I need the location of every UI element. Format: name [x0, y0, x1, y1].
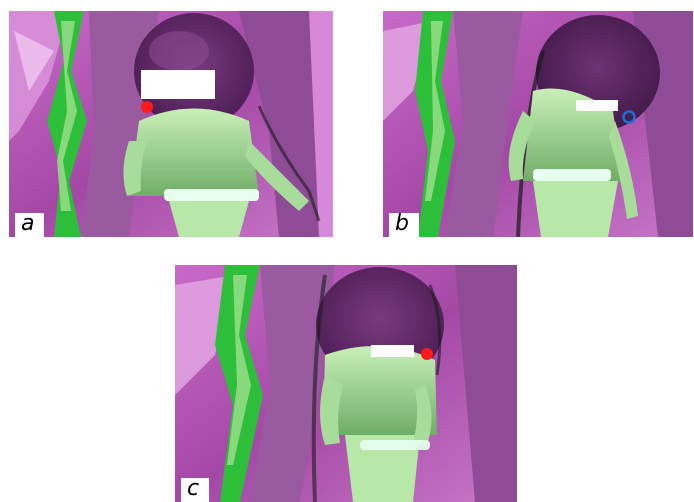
- infant-photo-a: [9, 11, 333, 237]
- panel-label-c: c: [181, 478, 210, 502]
- redaction-box-c: [371, 345, 414, 357]
- figure-panel-c: c: [175, 265, 517, 502]
- panel-label-b: b: [389, 213, 419, 237]
- redaction-box-a: [141, 70, 215, 99]
- marker-dot-a: [141, 101, 153, 113]
- panel-label-a: a: [15, 213, 45, 237]
- figure-panel-b: b: [383, 11, 693, 237]
- marker-ring-b: [622, 110, 636, 124]
- marker-dot-c: [421, 348, 433, 360]
- redaction-box-b: [576, 100, 618, 111]
- figure-panel-a: a: [9, 11, 333, 237]
- infant-photo-b: [383, 11, 693, 237]
- infant-photo-c: [175, 265, 517, 502]
